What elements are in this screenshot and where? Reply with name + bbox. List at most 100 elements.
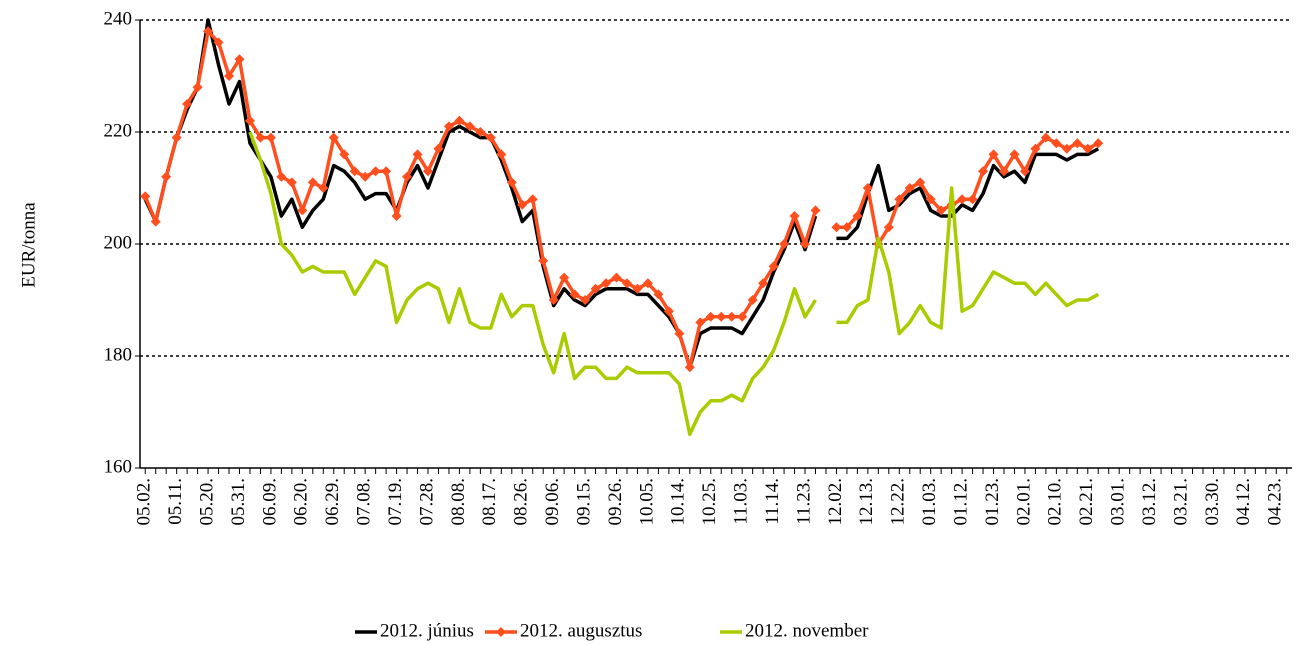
series-marker: [978, 166, 989, 177]
series-marker: [328, 132, 339, 143]
series-marker: [810, 205, 821, 216]
series-marker: [705, 311, 716, 322]
series-marker: [171, 132, 182, 143]
series-marker: [265, 132, 276, 143]
series-marker: [800, 239, 811, 249]
series-marker: [1061, 143, 1072, 154]
series-marker: [1072, 138, 1083, 149]
series-line: [836, 135, 1100, 246]
series-marker: [527, 194, 538, 205]
series-marker: [412, 149, 423, 160]
y-tick-label: 240: [104, 8, 133, 29]
series-marker: [831, 222, 842, 233]
series-marker: [244, 115, 255, 126]
legend-label: 2012. június: [380, 620, 474, 641]
x-tick-label: 09.26.: [605, 478, 626, 526]
x-tick-label: 01.23.: [982, 478, 1003, 526]
series-marker: [224, 71, 235, 81]
series-marker: [213, 37, 224, 48]
legend-label: 2012. augusztus: [520, 620, 642, 641]
x-tick-label: 10.05.: [636, 478, 657, 526]
series-marker: [716, 311, 727, 322]
series-marker: [621, 278, 632, 289]
x-tick-label: 01.12.: [950, 478, 971, 526]
series-marker: [140, 191, 151, 202]
series-marker: [642, 278, 653, 289]
legend-label: 2012. november: [745, 620, 869, 641]
series-marker: [454, 115, 465, 126]
series-marker: [894, 194, 905, 205]
series-marker: [590, 283, 601, 294]
series-marker: [485, 132, 496, 143]
series-marker: [862, 183, 873, 193]
series-marker: [957, 194, 968, 205]
series-marker: [255, 132, 266, 143]
series-marker: [234, 54, 245, 65]
series-marker: [381, 166, 392, 177]
series-marker: [349, 166, 360, 177]
series-marker: [841, 222, 852, 233]
x-tick-label: 03.12.: [1139, 478, 1160, 526]
series-marker: [852, 211, 863, 221]
series-marker: [737, 311, 748, 322]
series-marker: [370, 166, 381, 177]
series-marker: [779, 239, 790, 249]
x-tick-label: 05.02.: [134, 478, 155, 526]
series-marker: [161, 171, 172, 182]
series-marker: [569, 289, 580, 300]
series-marker: [925, 194, 936, 205]
x-tick-label: 02.21.: [1076, 478, 1097, 526]
series-marker: [192, 82, 203, 93]
series-marker: [768, 261, 779, 272]
series-marker: [402, 171, 413, 182]
series-marker: [695, 317, 706, 328]
x-tick-label: 03.30.: [1202, 478, 1223, 526]
y-axis-label: EUR/tonna: [18, 202, 39, 288]
series-marker: [1019, 166, 1030, 177]
x-tick-label: 04.23.: [1265, 478, 1286, 526]
y-tick-label: 180: [104, 344, 133, 365]
x-tick-label: 10.14.: [668, 478, 689, 526]
x-tick-label: 06.20.: [291, 478, 312, 526]
x-tick-label: 05.31.: [228, 478, 249, 526]
series-marker: [904, 183, 915, 193]
x-tick-label: 07.08.: [354, 478, 375, 526]
series-marker: [464, 121, 475, 132]
series-marker: [1040, 132, 1051, 143]
x-tick-label: 09.15.: [573, 478, 594, 526]
x-tick-label: 12.02.: [825, 478, 846, 526]
legend-marker: [496, 627, 506, 637]
series-marker: [203, 26, 214, 37]
series-marker: [339, 149, 350, 160]
x-tick-label: 06.29.: [322, 478, 343, 526]
series-marker: [276, 171, 287, 182]
series-line: [836, 186, 1100, 336]
series-line: [836, 147, 1100, 241]
series-marker: [286, 177, 297, 188]
x-tick-label: 07.19.: [385, 478, 406, 526]
x-tick-label: 03.21.: [1170, 478, 1191, 526]
x-tick-label: 07.28.: [416, 478, 437, 526]
x-tick-label: 12.22.: [888, 478, 909, 526]
x-tick-label: 10.25.: [699, 478, 720, 526]
series-marker: [548, 295, 559, 305]
series-marker: [559, 272, 570, 283]
series-marker: [150, 216, 161, 227]
y-tick-label: 220: [104, 120, 133, 141]
series-marker: [475, 127, 486, 137]
series-marker: [506, 177, 517, 188]
x-tick-label: 09.06.: [542, 478, 563, 526]
x-tick-label: 05.11.: [165, 478, 186, 525]
series-marker: [747, 295, 758, 305]
series-marker: [999, 166, 1009, 177]
series-marker: [611, 272, 622, 283]
series-marker: [580, 295, 591, 305]
series-marker: [1051, 138, 1062, 149]
series-marker: [538, 255, 549, 266]
y-tick-label: 160: [104, 456, 133, 477]
x-tick-label: 12.13.: [856, 478, 877, 526]
series-marker: [182, 99, 193, 109]
series-marker: [1009, 149, 1020, 160]
x-tick-label: 06.09.: [259, 478, 280, 526]
